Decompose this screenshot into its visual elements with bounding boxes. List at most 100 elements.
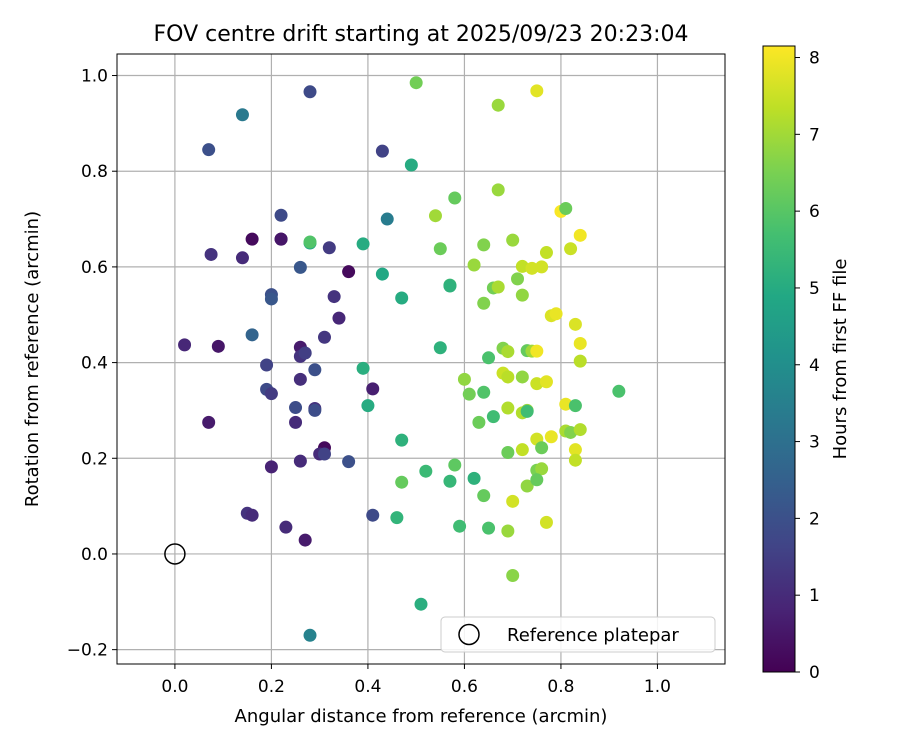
data-point bbox=[482, 521, 496, 535]
data-point bbox=[317, 330, 331, 344]
data-point bbox=[308, 363, 322, 377]
data-point bbox=[482, 351, 496, 365]
data-point bbox=[573, 336, 587, 350]
data-point bbox=[274, 232, 288, 246]
colorbar-tick-label: 2 bbox=[809, 509, 820, 529]
x-tick-label: 0.8 bbox=[547, 677, 574, 697]
data-point bbox=[202, 415, 216, 429]
data-point bbox=[178, 338, 192, 352]
data-point bbox=[477, 489, 491, 503]
data-point bbox=[404, 158, 418, 172]
data-point bbox=[535, 462, 549, 476]
data-point bbox=[530, 473, 544, 487]
data-point bbox=[506, 494, 520, 508]
data-point bbox=[289, 415, 303, 429]
data-point bbox=[375, 144, 389, 158]
data-point bbox=[375, 267, 389, 281]
legend-marker bbox=[458, 623, 480, 646]
y-axis-label: Rotation from reference (arcmin) bbox=[22, 211, 43, 507]
data-point bbox=[612, 384, 626, 398]
data-point bbox=[448, 458, 462, 472]
data-point bbox=[279, 520, 293, 534]
data-point bbox=[433, 242, 447, 256]
data-point bbox=[511, 272, 525, 286]
x-tick-label: 0.6 bbox=[451, 677, 478, 697]
data-point bbox=[568, 317, 582, 331]
y-tick-label: 0.2 bbox=[81, 449, 108, 469]
data-point bbox=[366, 508, 380, 522]
data-point bbox=[298, 533, 312, 547]
data-point bbox=[457, 372, 471, 386]
legend-label: Reference platepar bbox=[507, 625, 679, 646]
data-point bbox=[573, 228, 587, 242]
y-tick-label: −0.2 bbox=[67, 641, 108, 661]
data-point bbox=[549, 307, 563, 321]
x-tick-label: 1.0 bbox=[644, 677, 671, 697]
data-point bbox=[211, 339, 225, 353]
data-point bbox=[308, 403, 322, 417]
x-tick-label: 0.4 bbox=[354, 677, 381, 697]
data-point bbox=[453, 519, 467, 533]
data-point bbox=[428, 209, 442, 223]
data-point bbox=[395, 291, 409, 305]
data-point bbox=[264, 292, 278, 306]
colorbar bbox=[762, 45, 796, 673]
chart-title: FOV centre drift starting at 2025/09/23 … bbox=[154, 22, 689, 47]
data-point bbox=[260, 358, 274, 372]
y-tick-label: 0.6 bbox=[81, 258, 108, 278]
data-point bbox=[332, 311, 346, 325]
data-point bbox=[327, 290, 341, 304]
data-point bbox=[472, 415, 486, 429]
reference-platepar-marker bbox=[164, 543, 186, 565]
data-point bbox=[501, 370, 515, 384]
data-point bbox=[298, 346, 312, 360]
data-point bbox=[539, 375, 553, 389]
data-point bbox=[414, 597, 428, 611]
data-point bbox=[486, 410, 500, 424]
data-point bbox=[515, 370, 529, 384]
data-point bbox=[395, 475, 409, 489]
data-point bbox=[506, 233, 520, 247]
data-point bbox=[515, 443, 529, 457]
data-point bbox=[443, 474, 457, 488]
data-point bbox=[544, 430, 558, 444]
colorbar-tick-label: 1 bbox=[809, 586, 820, 606]
y-tick-label: 0.4 bbox=[81, 354, 108, 374]
data-point bbox=[293, 454, 307, 468]
data-point bbox=[535, 260, 549, 274]
data-point bbox=[264, 387, 278, 401]
data-point bbox=[515, 288, 529, 302]
data-point bbox=[501, 524, 515, 538]
data-point bbox=[289, 401, 303, 415]
data-point bbox=[395, 433, 409, 447]
data-point bbox=[568, 453, 582, 467]
data-point bbox=[322, 241, 336, 255]
data-point bbox=[356, 361, 370, 375]
data-point bbox=[264, 460, 278, 474]
x-tick-label: 0.2 bbox=[258, 677, 285, 697]
data-point bbox=[274, 208, 288, 222]
data-point bbox=[477, 385, 491, 399]
data-point bbox=[568, 399, 582, 413]
data-point bbox=[317, 447, 331, 461]
colorbar-tick-label: 5 bbox=[809, 279, 820, 299]
data-point bbox=[448, 191, 462, 205]
data-point bbox=[477, 238, 491, 252]
data-point bbox=[356, 237, 370, 251]
colorbar-tick-label: 3 bbox=[809, 433, 820, 453]
data-point bbox=[559, 202, 573, 216]
data-point bbox=[477, 296, 491, 310]
data-point bbox=[467, 258, 481, 272]
data-point bbox=[380, 212, 394, 226]
axes: 0.0 0.2 0.4 0.6 0.8 1.0 −0.2 0.0 0.2 0.4 0.6 0.8 1.0 bbox=[67, 53, 726, 697]
data-point bbox=[202, 143, 216, 157]
data-points bbox=[178, 76, 626, 642]
data-point bbox=[515, 259, 529, 273]
data-point bbox=[491, 98, 505, 112]
data-point bbox=[559, 397, 573, 411]
colorbar-tick-label: 8 bbox=[809, 49, 820, 69]
data-point bbox=[564, 242, 578, 256]
data-point bbox=[506, 568, 520, 582]
data-point bbox=[342, 265, 356, 279]
